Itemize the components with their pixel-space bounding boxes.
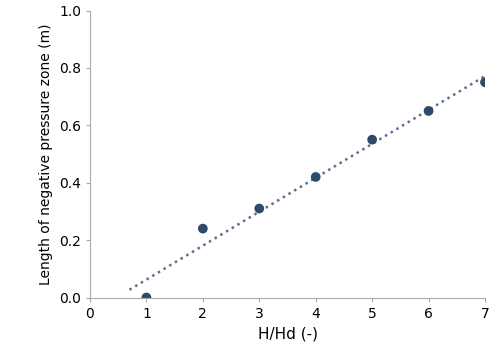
Point: [199, 226, 207, 231]
Point: [312, 174, 320, 180]
Point: [481, 79, 489, 85]
X-axis label: H/Hd (-): H/Hd (-): [258, 326, 318, 341]
Y-axis label: Length of negative pressure zone (m): Length of negative pressure zone (m): [40, 23, 54, 285]
Point: [256, 206, 264, 211]
Point: [142, 295, 150, 300]
Point: [424, 108, 432, 114]
Point: [368, 137, 376, 142]
